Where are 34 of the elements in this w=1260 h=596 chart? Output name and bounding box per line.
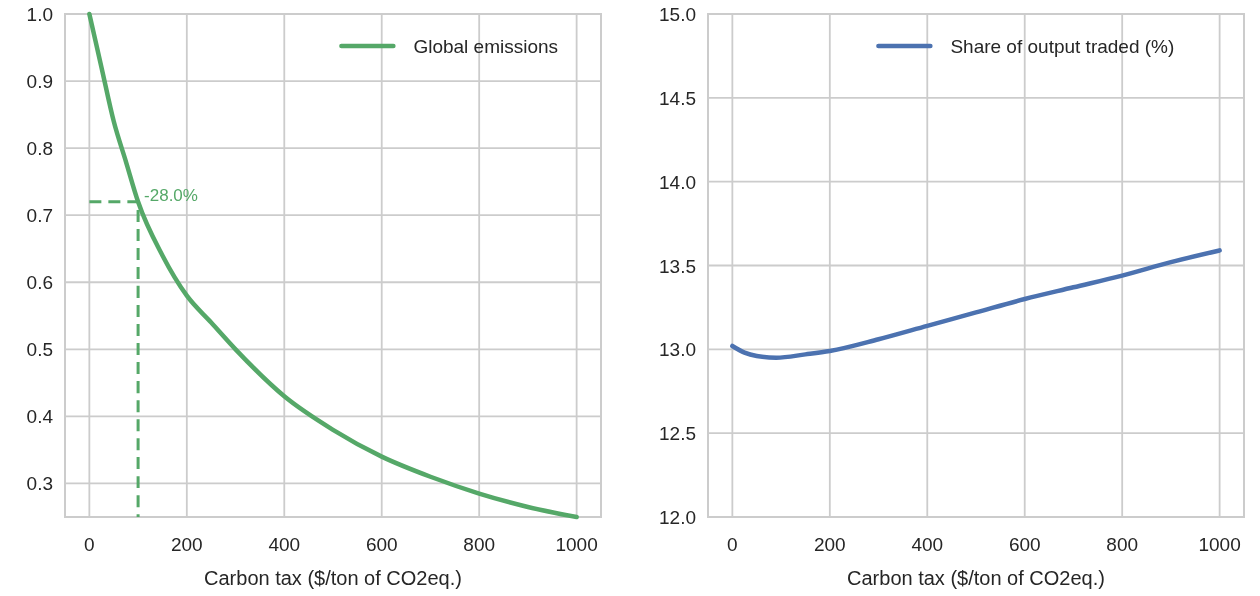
x-tick-label: 200 [170,534,203,555]
legend-label: Share of output traded (%) [950,36,1175,57]
y-tick-label: 14.0 [659,171,696,193]
y-tick-label: 0.9 [26,71,53,93]
y-tick-label: 12.5 [659,423,696,445]
annotation: -28.0% [144,185,198,205]
x-tick-label: 600 [1008,534,1041,555]
x-tick-label: 400 [911,534,944,555]
y-tick-label: 15.0 [659,4,696,25]
line-series [730,248,1222,360]
x-axis-title: Carbon tax ($/ton of CO2eq.) [204,567,462,589]
y-tick-label: 0.5 [26,339,53,361]
x-axis-title: Carbon tax ($/ton of CO2eq.) [847,567,1105,589]
y-tick-label: 1.0 [26,4,53,25]
legend-label: Global emissions [413,36,559,57]
y-tick-label: 0.7 [26,205,53,227]
x-tick-label: 800 [1106,534,1139,555]
line-series [87,11,579,520]
y-tick-label: 0.6 [26,272,53,294]
x-tick-label: 600 [365,534,398,555]
y-tick-label: 0.3 [26,473,53,495]
x-tick-label: 800 [463,534,496,555]
y-tick-label: 12.0 [659,507,696,528]
y-tick-label: 0.4 [26,406,54,428]
x-tick-label: 0 [84,534,95,555]
x-tick-label: 1000 [1198,534,1241,555]
x-tick-label: 0 [727,534,738,555]
y-tick-label: 14.5 [659,87,696,109]
x-tick-label: 1000 [555,534,598,555]
y-tick-label: 13.0 [659,339,696,361]
y-tick-label: 0.8 [26,138,53,160]
x-tick-label: 400 [268,534,301,555]
x-tick-label: 200 [813,534,846,555]
y-tick-label: 13.5 [659,255,696,277]
